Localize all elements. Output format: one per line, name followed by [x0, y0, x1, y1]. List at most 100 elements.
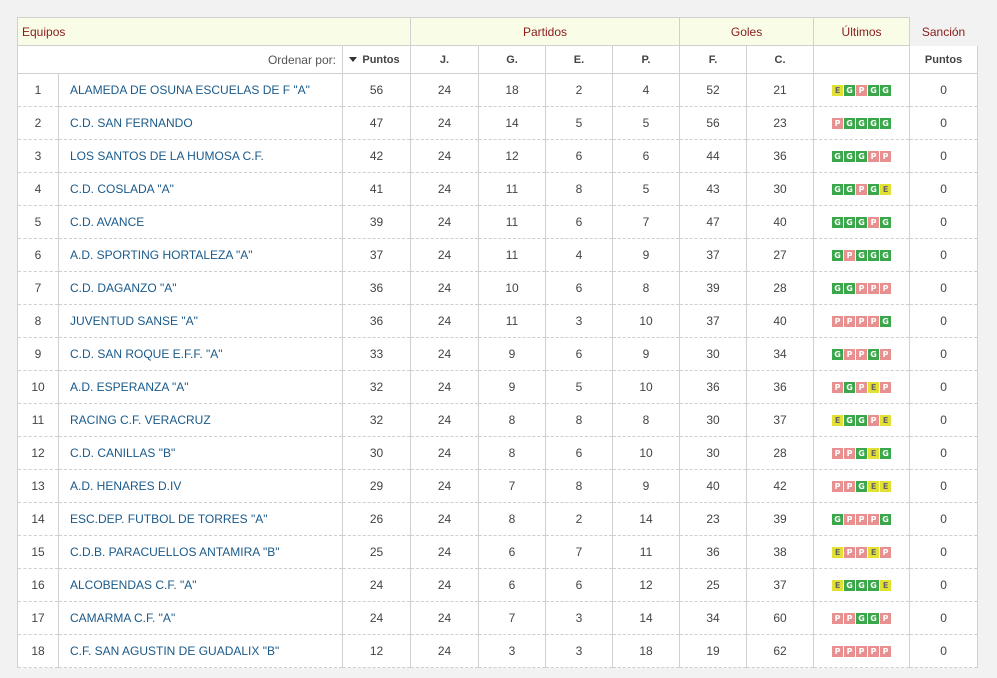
goals-against-cell: 60	[746, 601, 815, 635]
sancion-cell: 0	[909, 469, 979, 503]
goals-against-cell: 23	[746, 106, 815, 140]
result-badge: P	[880, 283, 892, 295]
team-name-link[interactable]: A.D. ESPERANZA "A"	[58, 370, 343, 404]
won-cell: 8	[478, 502, 546, 536]
won-cell: 8	[478, 436, 546, 470]
team-name-link[interactable]: C.D. COSLADA "A"	[58, 172, 343, 206]
position-cell: 9	[17, 337, 59, 371]
drawn-cell: 4	[545, 238, 613, 272]
team-name-link[interactable]: A.D. SPORTING HORTALEZA "A"	[58, 238, 343, 272]
points-cell: 47	[342, 106, 411, 140]
goles-header: Goles	[679, 17, 815, 46]
sancion-cell: 0	[909, 172, 979, 206]
sancion-cell: 0	[909, 535, 979, 569]
played-cell: 24	[410, 436, 479, 470]
lost-cell: 10	[611, 436, 681, 470]
table-row: 1 ALAMEDA DE OSUNA ESCUELAS DE F "A" 56 24 1…	[17, 73, 979, 107]
lost-cell: 12	[611, 568, 681, 602]
goals-against-cell: 27	[746, 238, 815, 272]
team-name-link[interactable]: CAMARMA C.F. "A"	[58, 601, 343, 635]
sancion-cell: 0	[909, 205, 979, 239]
lost-cell: 10	[611, 304, 681, 338]
sort-f-header[interactable]: F.	[679, 45, 748, 74]
won-cell: 9	[478, 337, 546, 371]
result-badge: G	[832, 151, 844, 163]
team-name-link[interactable]: LOS SANTOS DE LA HUMOSA C.F.	[58, 139, 343, 173]
team-name-link[interactable]: RACING C.F. VERACRUZ	[58, 403, 343, 437]
team-name-link[interactable]: ESC.DEP. FUTBOL DE TORRES "A"	[58, 502, 343, 536]
team-name-link[interactable]: ALCOBENDAS C.F. "A"	[58, 568, 343, 602]
points-cell: 29	[342, 469, 411, 503]
points-cell: 37	[342, 238, 411, 272]
sort-g-header[interactable]: G.	[478, 45, 546, 74]
team-name-link[interactable]: C.D. SAN ROQUE E.F.F. "A"	[58, 337, 343, 371]
result-badge: G	[880, 316, 892, 328]
result-badge: G	[856, 448, 868, 460]
sort-p-header[interactable]: P.	[611, 45, 681, 74]
team-name-link[interactable]: A.D. HENARES D.IV	[58, 469, 343, 503]
result-badge: P	[832, 613, 844, 625]
sort-c-header[interactable]: C.	[746, 45, 815, 74]
team-name-link[interactable]: C.D. SAN FERNANDO	[58, 106, 343, 140]
goals-against-cell: 30	[746, 172, 815, 206]
won-cell: 9	[478, 370, 546, 404]
played-cell: 24	[410, 172, 479, 206]
sort-j-header[interactable]: J.	[410, 45, 479, 74]
result-badge: E	[868, 547, 880, 559]
result-badge: G	[868, 250, 880, 262]
result-badge: G	[880, 448, 892, 460]
result-badge: E	[832, 85, 844, 97]
team-name-link[interactable]: C.D. AVANCE	[58, 205, 343, 239]
sort-e-header[interactable]: E.	[545, 45, 613, 74]
goals-against-cell: 28	[746, 436, 815, 470]
team-name-link[interactable]: C.D. DAGANZO "A"	[58, 271, 343, 305]
sancion-cell: 0	[909, 304, 979, 338]
position-cell: 15	[17, 535, 59, 569]
result-badge: P	[856, 316, 868, 328]
points-cell: 30	[342, 436, 411, 470]
result-badge: G	[844, 382, 856, 394]
points-cell: 36	[342, 304, 411, 338]
goals-for-cell: 19	[679, 634, 748, 668]
played-cell: 24	[410, 106, 479, 140]
result-badge: G	[856, 250, 868, 262]
team-name-link[interactable]: C.D. CANILLAS "B"	[58, 436, 343, 470]
sancion-cell: 0	[909, 436, 979, 470]
ultimos-header: Últimos	[813, 17, 911, 46]
result-badge: G	[856, 118, 868, 130]
sort-puntos-header[interactable]: Puntos	[342, 45, 411, 74]
goals-for-cell: 37	[679, 304, 748, 338]
result-badge: G	[832, 514, 844, 526]
goals-against-cell: 42	[746, 469, 815, 503]
team-name-link[interactable]: ALAMEDA DE OSUNA ESCUELAS DE F "A"	[58, 73, 343, 107]
result-badge: E	[832, 547, 844, 559]
position-cell: 17	[17, 601, 59, 635]
result-badge: P	[844, 250, 856, 262]
team-name-link[interactable]: C.D.B. PARACUELLOS ANTAMIRA "B"	[58, 535, 343, 569]
goals-against-cell: 21	[746, 73, 815, 107]
won-cell: 11	[478, 205, 546, 239]
points-cell: 36	[342, 271, 411, 305]
result-badge: P	[868, 151, 880, 163]
position-cell: 5	[17, 205, 59, 239]
lost-cell: 14	[611, 601, 681, 635]
drawn-cell: 8	[545, 403, 613, 437]
won-cell: 11	[478, 238, 546, 272]
team-name-link[interactable]: C.F. SAN AGUSTIN DE GUADALIX "B"	[58, 634, 343, 668]
result-badge: P	[880, 151, 892, 163]
goals-against-cell: 39	[746, 502, 815, 536]
standings-table: Equipos Partidos Goles Últimos Sanción O…	[17, 17, 979, 668]
puntos-label: Puntos	[362, 53, 400, 66]
played-cell: 24	[410, 535, 479, 569]
team-name-link[interactable]: JUVENTUD SANSE "A"	[58, 304, 343, 338]
